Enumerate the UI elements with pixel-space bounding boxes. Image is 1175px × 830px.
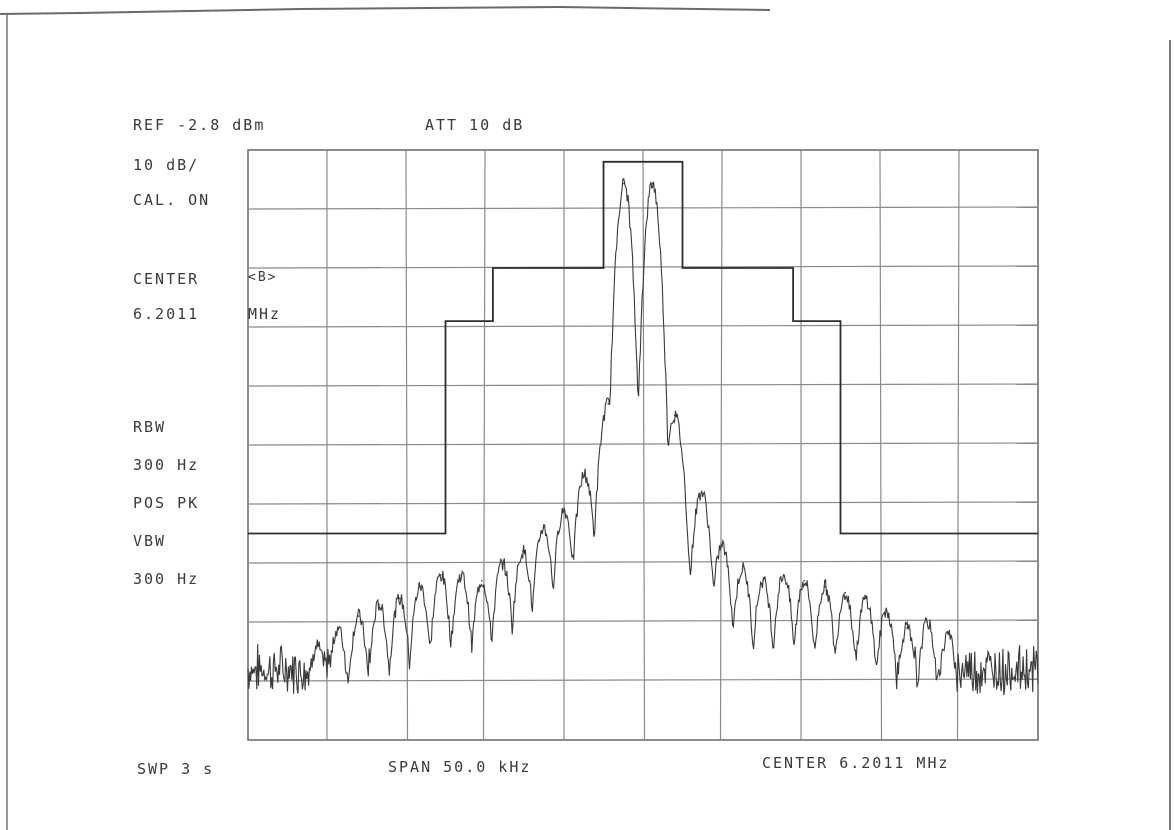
center-value: 6.2011: [133, 305, 200, 323]
center-frequency: CENTER 6.2011 MHz: [762, 754, 950, 772]
spectrum-peak-point: [481, 579, 483, 582]
grid-line-vertical: [642, 149, 646, 741]
spectrum-peak-point: [623, 182, 625, 185]
attenuation: ATT 10 dB: [425, 116, 525, 134]
spectrum-peak-point: [741, 568, 744, 570]
spectrum-peak-point: [460, 574, 463, 576]
scale-per-division: 10 dB/: [133, 156, 200, 174]
spectrum-peak-point: [378, 603, 380, 606]
spectrum-peak-point: [906, 627, 908, 629]
reference-level: REF -2.8 dBm: [133, 116, 266, 134]
spectrum-peak-point: [926, 621, 929, 623]
center-marker: <B>: [248, 270, 278, 285]
scan-edge-streak: [0, 5, 771, 15]
limit-mask-line: [248, 160, 1038, 535]
spectrum-peak-point: [823, 585, 826, 588]
spectrum-peak-point: [803, 579, 805, 582]
spectrum-trace: [247, 177, 1039, 696]
spectrum-peak-point: [583, 473, 586, 476]
spectrum-peak-point: [607, 402, 609, 405]
spectrum-peak-point: [673, 414, 676, 417]
vbw-value: 300 Hz: [133, 570, 200, 588]
spectrum-peak-point: [398, 597, 401, 600]
spectrum-peak-point: [651, 182, 654, 185]
grid-line-vertical: [719, 149, 723, 741]
grid-line-horizontal: [247, 678, 1039, 682]
spectrum-peak-point: [316, 644, 319, 647]
grid-line-horizontal: [247, 501, 1039, 505]
spectrum-peak-point: [501, 562, 504, 564]
rbw-value: 300 Hz: [133, 456, 200, 474]
span: SPAN 50.0 kHz: [388, 758, 532, 776]
spectrum-peak-point: [782, 574, 785, 576]
vbw-label: VBW: [133, 532, 167, 550]
grid-line-horizontal: [247, 442, 1039, 446]
spectrum-peak-point: [542, 526, 545, 529]
spectrum-peak-point: [563, 509, 565, 511]
spectrum-peak-point: [844, 591, 846, 594]
spectrum-peak-point: [865, 597, 867, 600]
spectrum-peak-point: [522, 550, 524, 552]
center-label: CENTER: [133, 270, 200, 288]
spectrum-peak-point: [762, 579, 764, 582]
spectrum-peak-point: [721, 544, 723, 547]
spectrum-peak-point: [419, 585, 422, 588]
detector-mode: POS PK: [133, 494, 200, 512]
spectrum-peak-point: [700, 491, 703, 494]
center-unit: MHz: [248, 305, 282, 323]
spectrum-peak-point: [440, 574, 442, 576]
grid-line-horizontal: [247, 560, 1039, 564]
spectrum-peak-point: [357, 615, 360, 617]
grid-line-horizontal: [247, 619, 1039, 623]
spectrum-peak-point: [947, 633, 949, 635]
calibration-status: CAL. ON: [133, 191, 211, 209]
grid-line-vertical: [956, 149, 960, 741]
spectrum-peak-point: [337, 627, 339, 629]
sweep-time: SWP 3 s: [137, 760, 215, 778]
grid-line-vertical: [879, 149, 883, 741]
rbw-label: RBW: [133, 418, 167, 436]
spectrum-peak-point: [885, 609, 888, 611]
